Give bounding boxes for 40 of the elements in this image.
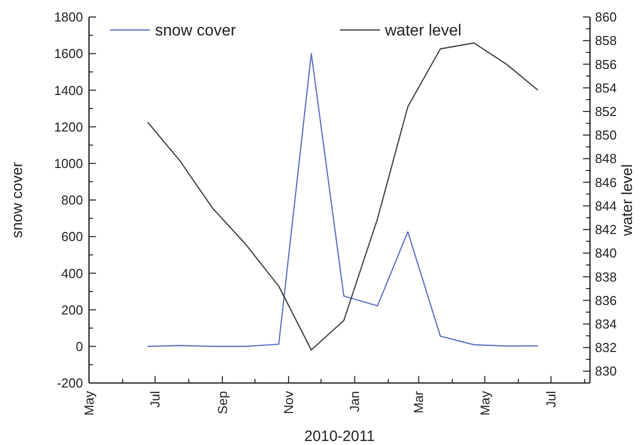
x-tick-label: Jan — [347, 391, 362, 412]
y2-tick-label: 838 — [595, 269, 617, 284]
y2-tick-label: 860 — [595, 10, 617, 25]
y-tick-label: 0 — [76, 338, 83, 354]
x-tick-label: Jul — [544, 390, 559, 408]
y-tick-label: 1400 — [54, 82, 83, 98]
y2-tick-label: 836 — [595, 292, 617, 308]
y-tick-label: 1000 — [54, 156, 83, 171]
y2-tick-label: 832 — [595, 340, 617, 356]
y2-tick-label: 830 — [595, 364, 617, 379]
x-tick-label: Jul — [148, 390, 163, 408]
y2-tick-label: 856 — [595, 56, 617, 72]
x-axis-title: 2010-2011 — [304, 428, 375, 445]
legend-label: water level — [384, 22, 462, 40]
y-tick-label: 1600 — [54, 46, 83, 62]
x-tick-label: Mar — [411, 390, 426, 414]
y2-tick-label: 846 — [595, 174, 617, 190]
y2-tick-label: 842 — [595, 222, 617, 238]
y-tick-label: 200 — [61, 302, 83, 318]
x-tick-label: May — [82, 390, 97, 416]
y-axis-title: snow cover — [9, 162, 26, 238]
y2-tick-label: 850 — [595, 128, 617, 143]
y2-tick-label: 844 — [595, 198, 617, 214]
y-tick-label: 600 — [61, 229, 83, 244]
y2-tick-label: 848 — [595, 151, 617, 166]
x-tick-label: Nov — [281, 390, 296, 414]
y-tick-label: -200 — [56, 376, 83, 391]
y-tick-label: 1200 — [54, 119, 83, 134]
y2-tick-label: 834 — [595, 316, 617, 332]
y2-axis-title: water level — [619, 164, 636, 237]
y-tick-label: 800 — [61, 192, 83, 208]
x-tick-label: Sep — [214, 391, 230, 414]
legend-label: snow cover — [155, 22, 237, 40]
y2-tick-label: 852 — [595, 104, 617, 119]
y2-tick-label: 854 — [595, 80, 617, 96]
y-tick-label: 1800 — [54, 10, 83, 25]
x-tick-label: May — [477, 390, 492, 416]
y-tick-label: 400 — [61, 266, 83, 281]
y2-tick-label: 840 — [595, 246, 617, 261]
y2-tick-label: 858 — [595, 33, 617, 48]
